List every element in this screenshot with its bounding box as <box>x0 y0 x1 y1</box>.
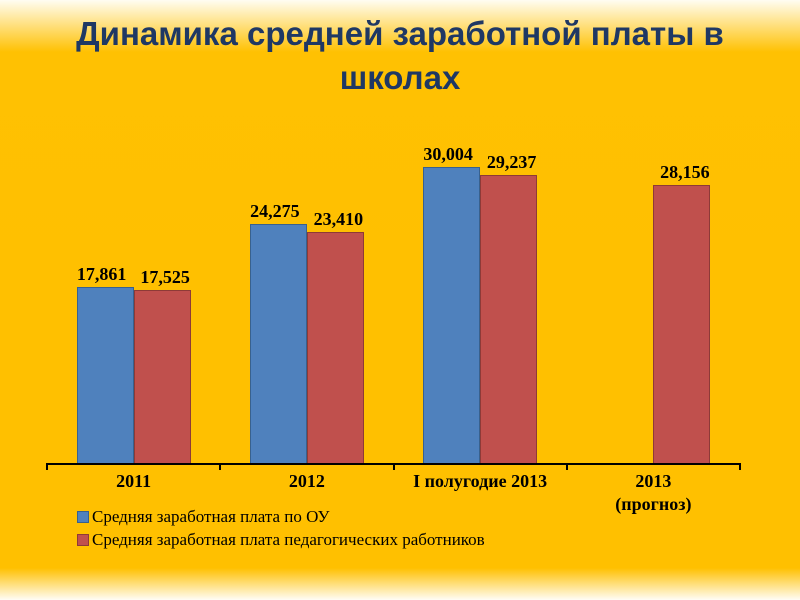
x-axis-label: 2011 <box>116 471 152 491</box>
bar-slot: 24,275 <box>249 201 307 463</box>
bar-group: 28,156 <box>567 130 740 463</box>
axis-tick <box>392 463 395 470</box>
bar-series0-cat2: 30,004 <box>423 144 481 463</box>
bar-slot: 30,004 <box>423 144 481 463</box>
bar-slot: 17,525 <box>133 267 191 463</box>
bar-series0-cat1: 24,275 <box>249 201 307 463</box>
axis-tick <box>565 463 568 470</box>
bar-value-label: 23,410 <box>313 209 364 229</box>
legend-swatch-icon <box>77 510 89 523</box>
legend-label: Средняя заработная плата по ОУ <box>92 506 330 526</box>
bar-value-label: 17,861 <box>76 264 127 284</box>
bar-value-label: 17,525 <box>140 267 190 287</box>
bar-group: 30,004 29,237 <box>394 130 567 463</box>
bar-value-label: 28,156 <box>660 162 710 182</box>
bar-slot: 23,410 <box>306 209 364 463</box>
chart-title: Динамика средней заработной платы в школ… <box>76 15 724 96</box>
bar-group: 17,861 17,525 <box>47 130 220 463</box>
axis-tick <box>46 463 48 470</box>
legend-item: Средняя заработная плата педагогических … <box>77 528 485 551</box>
bar-slot: 17,861 <box>76 264 134 463</box>
plot-area: 17,861 17,525 24,275 23,410 30,004 29,237 28,1… <box>46 130 741 470</box>
x-axis-label: I полугодие 2013 <box>413 471 548 491</box>
legend: Средняя заработная плата по ОУ Средняя за… <box>77 505 485 551</box>
bar-series1-cat3: 28,156 <box>653 162 711 463</box>
bar-value-label: 24,275 <box>250 201 300 221</box>
bar-value-label: 29,237 <box>486 152 537 172</box>
bar-series1-cat1: 23,410 <box>306 209 364 463</box>
bar-series0-cat0: 17,861 <box>76 264 134 463</box>
bar-group: 24,275 23,410 <box>220 130 393 463</box>
legend-item: Средняя заработная плата по ОУ <box>77 505 485 528</box>
x-axis-label: 2012 <box>288 471 325 491</box>
bar-value-label: 30,004 <box>423 144 473 164</box>
legend-label: Средняя заработная плата педагогических … <box>92 529 485 549</box>
legend-swatch-icon <box>77 533 89 546</box>
bar-series1-cat2: 29,237 <box>480 152 538 463</box>
bar-slot: 29,237 <box>480 152 538 463</box>
x-axis-labels: 2011 2012 I полугодие 2013 2013 (прогноз) <box>47 470 740 516</box>
axis-tick <box>219 463 222 470</box>
axis-tick <box>739 463 741 470</box>
x-axis-label: 2013 (прогноз) <box>615 471 692 514</box>
bar-slot: 28,156 <box>653 162 711 463</box>
bar-series1-cat0: 17,525 <box>133 267 191 463</box>
